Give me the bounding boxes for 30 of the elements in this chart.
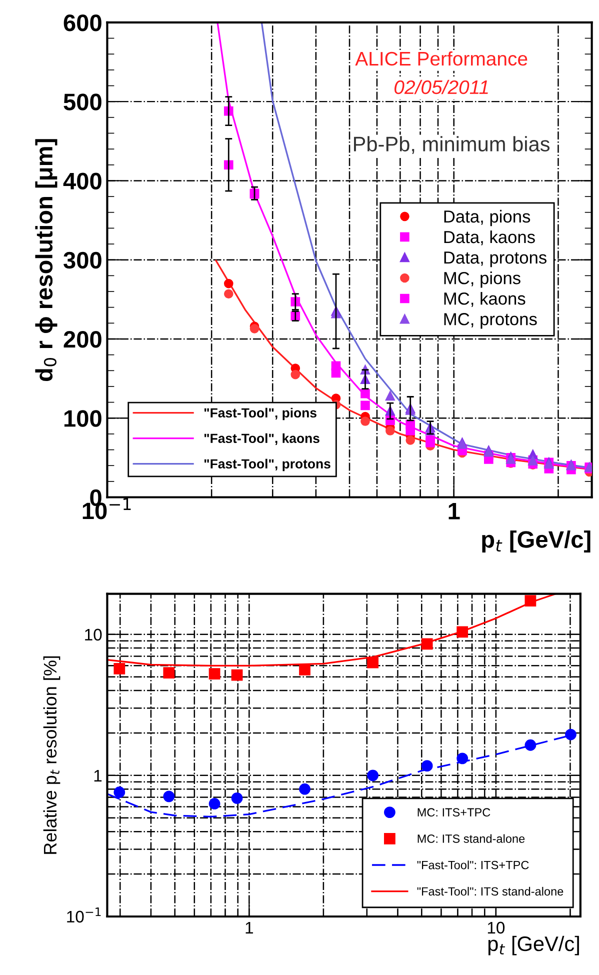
y-tick-label: 400 [63,172,102,190]
y-tick-label: 600 [64,14,102,32]
legend-label: MC: ITS stand-alone [418,834,525,843]
legend-label: "Fast-Tool": ITS stand-alone [417,886,564,896]
annotation: ALICE Performance [355,51,528,66]
legend-label: "Fast-Tool", protons [204,458,330,472]
legend-label: Data, kaons [444,230,535,246]
x-axis-title: p$_{t}$ [GeV/c] [488,936,579,956]
annotation: 02/05/2011 [394,80,488,94]
legend-label: "Fast-Tool", pions [204,408,316,420]
legend-label: "Fast-Tool": ITS+TPC [417,860,529,870]
legend-label: MC, pions [444,272,520,288]
y-tick-label: 500 [64,94,102,110]
y-tick-label: 300 [64,252,102,269]
legend-label: MC: ITS+TPC [418,808,490,817]
y-tick-label: 10 [85,628,102,641]
legend-label: MC, kaons [444,292,526,307]
y-tick-label: 1 [94,770,102,782]
y-tick-label: 200 [64,331,102,348]
legend-label: Data, pions [444,210,530,226]
annotation: Pb-Pb, minimum bias [354,136,550,154]
y-tick-label: 10$^{−1}$ [67,908,101,923]
x-tick-label: 1 [448,502,460,520]
y-tick-label: 100 [64,410,102,427]
y-axis-title: d$_{0}$ r ϕ resolution [μm] [35,139,58,382]
legend-label: "Fast-Tool", kaons [204,433,320,445]
x-axis-title: p$_{t}$ [GeV/c] [482,530,590,552]
legend-label: MC, protons [444,313,537,329]
legend-label: Data, protons [444,252,546,268]
y-axis-title: Relative p$_{t}$ resolution [%] [43,656,60,854]
